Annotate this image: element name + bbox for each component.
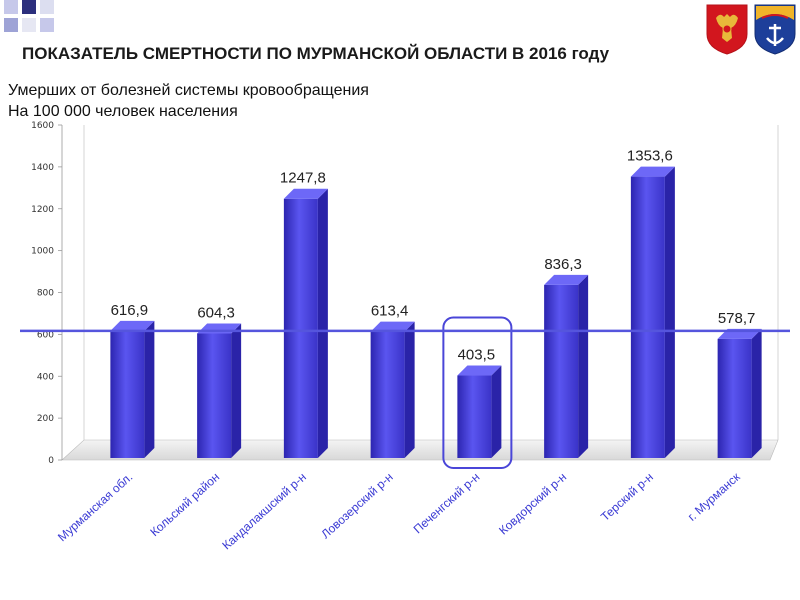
bar-side [578, 274, 589, 458]
y-tick-label: 800 [37, 289, 54, 299]
bar [283, 188, 328, 458]
bar-side [231, 323, 242, 458]
bar [370, 321, 415, 458]
page-title: ПОКАЗАТЕЛЬ СМЕРТНОСТИ ПО МУРМАНСКОЙ ОБЛА… [22, 44, 610, 63]
corner-decoration [4, 0, 54, 32]
bar-front [630, 176, 665, 458]
bar-top [544, 274, 589, 285]
y-tick-label: 200 [37, 414, 54, 424]
bar-top [110, 320, 155, 331]
bar [717, 328, 762, 458]
y-tick-label: 600 [37, 330, 54, 340]
bar-value-label: 1247,8 [280, 170, 326, 187]
y-tick-label: 1400 [31, 163, 54, 173]
bar-front [370, 331, 405, 458]
bar-series [110, 166, 762, 458]
bar-value-label: 403,5 [458, 347, 496, 364]
category-label: Кандалакшский р-н [219, 470, 308, 553]
bar-side [664, 166, 675, 458]
bar-side [751, 328, 762, 458]
bar [544, 274, 589, 458]
chart-overlay: 616,9 604,3 1247,8 613,4 403,5 836,3 1353,6 578… [20, 148, 790, 469]
y-tick-label: 1200 [31, 205, 54, 215]
bar-value-label: 604,3 [197, 304, 235, 321]
category-label: Кольский район [147, 470, 222, 539]
bar-top [370, 321, 415, 332]
bar-front [197, 333, 232, 458]
category-label: Терский р-н [598, 470, 656, 524]
y-tick-label: 1000 [31, 247, 54, 257]
murmansk-oblast-coat-of-arms-icon [754, 4, 796, 55]
bar-side [491, 365, 502, 458]
bar-value-label: 578,7 [718, 310, 756, 327]
bar-front [283, 198, 318, 458]
bar-top [630, 166, 675, 177]
category-labels: Мурманская обл. Кольский районКандалакшск… [55, 469, 743, 552]
category-label: Печенгский р-н [411, 470, 483, 537]
bar-side [317, 188, 328, 458]
bar-front [717, 338, 752, 458]
bar [630, 166, 675, 458]
bar [457, 365, 502, 458]
y-tick-label: 400 [37, 372, 54, 382]
y-axis: 0 200 400 600 800 1000 1200 1400 1600 [31, 121, 63, 466]
bar-front [457, 375, 492, 458]
bar-top [457, 365, 502, 376]
bar-top [283, 188, 328, 199]
subtitle-line-1: Умерших от болезней системы кровообращен… [8, 82, 369, 99]
category-label: Ловозерский р-н [318, 470, 395, 542]
bar-value-label: 616,9 [111, 302, 149, 319]
russia-coat-of-arms-icon [706, 4, 748, 55]
highlight-box [442, 316, 513, 469]
bar [110, 320, 155, 458]
category-label: г. Мурманск [685, 469, 743, 523]
mortality-bar-chart: 0 200 400 600 800 1000 1200 1400 1600 616,9 604,3… [20, 121, 790, 552]
category-label: Мурманская обл. [55, 470, 135, 544]
bar-front [544, 284, 579, 458]
y-tick-label: 0 [48, 456, 54, 466]
bar-front [110, 330, 145, 458]
bar [197, 323, 242, 458]
bar-value-label: 836,3 [544, 256, 582, 273]
bar-value-label: 1353,6 [627, 148, 673, 165]
bar-side [404, 321, 415, 458]
category-label: Ковдорский р-н [496, 470, 569, 538]
bar-side [144, 320, 155, 458]
subtitle-line-2: На 100 000 человек населения [8, 103, 238, 120]
y-tick-label: 1600 [31, 121, 54, 131]
bar-value-label: 613,4 [371, 303, 409, 320]
chart-subtitle: Умерших от болезней системы кровообращен… [8, 80, 369, 122]
